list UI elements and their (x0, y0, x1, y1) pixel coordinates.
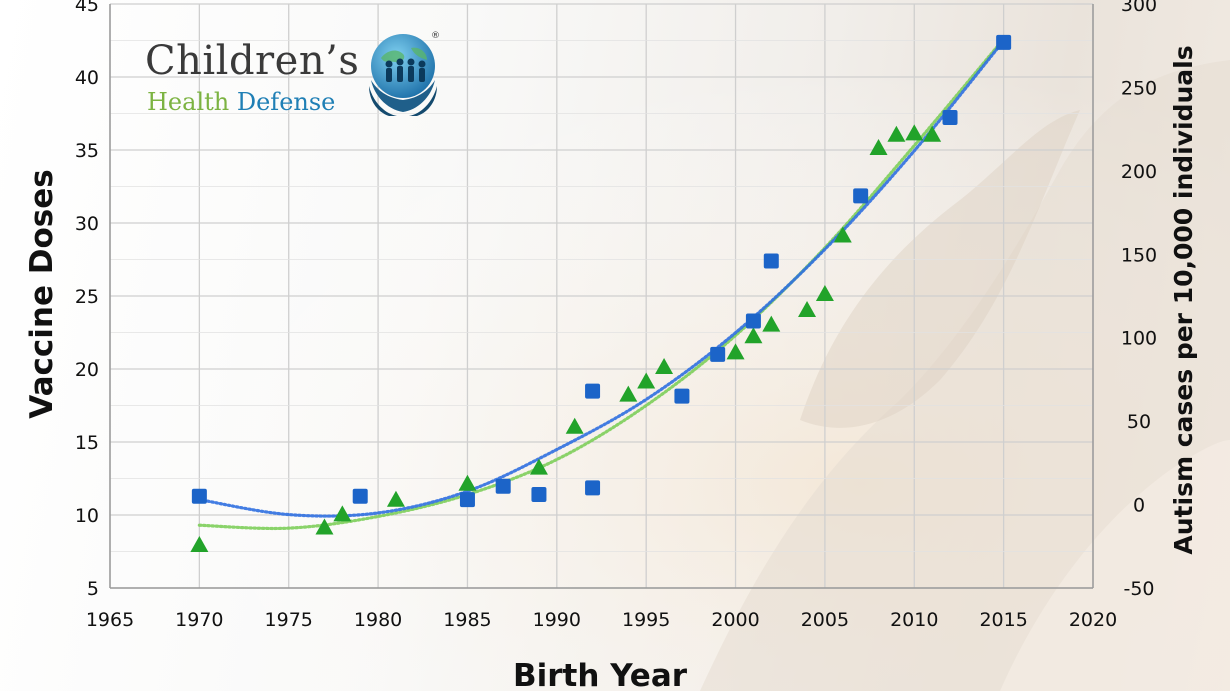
chart-grid (109, 3, 1094, 589)
triangle-data-point (833, 226, 852, 243)
square-data-point (531, 487, 547, 503)
square-data-point (942, 109, 958, 125)
triangle-data-point (815, 284, 834, 301)
data-markers (190, 34, 1012, 553)
x-tick-label: 2020 (1069, 609, 1117, 631)
right-y-axis-ticks: -50 0 50 100 150 200 250 300 (1121, 0, 1157, 600)
square-data-point (495, 478, 511, 494)
triangle-data-point (386, 490, 405, 507)
triangle-data-point (333, 505, 352, 522)
right-y-tick-label: 50 (1127, 411, 1151, 433)
square-data-point (745, 313, 761, 329)
logo-subtitle: Health Defense (147, 88, 335, 116)
left-y-axis-ticks: 5 10 15 20 25 30 35 40 45 (75, 0, 99, 600)
triangle-data-point (798, 301, 817, 317)
triangle-data-point (655, 357, 674, 374)
right-y-tick-label: 250 (1121, 77, 1157, 99)
globe-with-children-in-hands-icon: ® (369, 31, 440, 116)
triangle-data-point (744, 327, 763, 344)
x-axis-ticks: 1965 1970 1975 1980 1985 1990 1995 2000 2005 2010… (86, 609, 1117, 631)
square-data-point (763, 253, 779, 269)
square-data-point (585, 383, 601, 399)
x-tick-label: 2010 (890, 609, 938, 631)
logo-title: Children’s (145, 38, 360, 84)
left-y-tick-label: 25 (75, 286, 99, 308)
right-y-tick-label: 300 (1121, 0, 1157, 16)
square-data-point (352, 488, 368, 504)
triangle-data-point (905, 124, 924, 141)
triangle-data-point (315, 518, 334, 535)
left-y-tick-label: 35 (75, 140, 99, 162)
childrens-health-defense-logo: Children’s Health Defense ® (145, 28, 445, 120)
left-y-axis-title: Vaccine Doses (24, 169, 60, 418)
triangle-data-point (565, 417, 584, 434)
square-data-point (674, 388, 690, 404)
x-tick-label: 1965 (86, 609, 134, 631)
right-y-axis-title: Autism cases per 10,000 individuals (1169, 45, 1198, 554)
triangle-data-point (869, 138, 888, 155)
triangle-data-point (190, 536, 209, 553)
triangle-data-point (887, 125, 906, 142)
left-y-tick-label: 45 (75, 0, 99, 16)
x-tick-label: 1980 (354, 609, 402, 631)
x-tick-label: 1975 (265, 609, 313, 631)
triangle-data-point (726, 343, 745, 360)
x-axis-title: Birth Year (513, 658, 688, 691)
square-data-point (996, 34, 1012, 50)
x-tick-label: 1995 (622, 609, 670, 631)
square-data-point (710, 346, 726, 362)
triangle-data-point (529, 458, 548, 475)
square-data-point (459, 492, 475, 508)
right-y-tick-label: 150 (1121, 244, 1157, 266)
right-y-tick-label: 0 (1133, 495, 1145, 517)
square-data-point (191, 488, 207, 504)
square-data-point (853, 188, 869, 204)
left-y-tick-label: 10 (75, 505, 99, 527)
x-tick-label: 2000 (711, 609, 759, 631)
plot-frame (109, 4, 1094, 589)
right-y-tick-label: 200 (1121, 161, 1157, 183)
x-tick-label: 1970 (175, 609, 223, 631)
square-data-point (585, 480, 601, 496)
triangle-data-point (458, 474, 477, 491)
right-y-tick-label: -50 (1123, 578, 1154, 600)
x-tick-label: 2015 (979, 609, 1027, 631)
triangle-data-point (637, 372, 656, 389)
triangle-data-point (923, 125, 942, 142)
x-tick-label: 2005 (801, 609, 849, 631)
triangle-data-point (762, 315, 781, 332)
left-y-tick-label: 30 (75, 213, 99, 235)
x-tick-label: 1985 (443, 609, 491, 631)
triangle-data-point (619, 385, 638, 402)
right-y-tick-label: 100 (1121, 328, 1157, 350)
x-tick-label: 1990 (533, 609, 581, 631)
logo-word-health: Health (147, 88, 230, 116)
left-y-tick-label: 20 (75, 359, 99, 381)
triangle-series-trend-line (197, 37, 1006, 531)
left-y-tick-label: 5 (87, 578, 99, 600)
logo-word-defense: Defense (236, 88, 336, 116)
left-y-tick-label: 40 (75, 67, 99, 89)
left-y-tick-label: 15 (75, 432, 99, 454)
registered-mark: ® (431, 31, 440, 41)
